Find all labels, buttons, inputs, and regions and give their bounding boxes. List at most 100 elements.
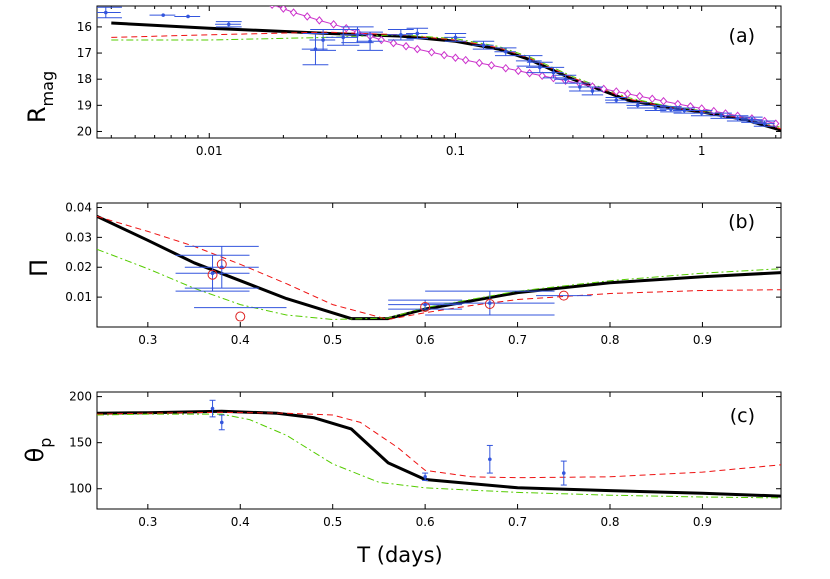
series-model-solid (97, 409, 781, 498)
x-tick-label: 0.8 (600, 515, 619, 529)
diamond-point (440, 50, 448, 60)
data-point (415, 31, 420, 36)
diamond-point (269, 6, 275, 9)
data-point (503, 49, 508, 54)
x-tick-label: 0.7 (508, 515, 527, 529)
series-diamond-line (274, 6, 776, 125)
y-tick-label: 100 (69, 482, 92, 496)
data-point (226, 22, 231, 27)
y-tick-label: 17 (77, 46, 92, 60)
y-tick-label: 20 (77, 124, 92, 138)
y-tick-label: 16 (77, 20, 92, 34)
diamond-point (502, 63, 510, 73)
x-tick-label: 0.3 (138, 515, 157, 529)
plot-frame (96, 5, 782, 139)
x-tick-label: 0.5 (323, 515, 342, 529)
diamond-point (451, 53, 460, 63)
data-point (161, 13, 165, 17)
data-point (103, 10, 108, 15)
diamond-point (623, 89, 632, 99)
diamond-point (402, 41, 410, 51)
series-model-dashed (97, 215, 781, 320)
data-point (563, 77, 568, 81)
data-point (653, 106, 658, 110)
data-point (669, 107, 673, 112)
plot-area (97, 399, 781, 499)
diamond-point (342, 23, 350, 33)
diamond-point (525, 68, 534, 78)
ylabel-panel-b: Π (25, 259, 53, 277)
x-tick-label: 0.6 (416, 515, 435, 529)
series-model-dashdot (97, 248, 781, 320)
x-tick-label: 0.01 (196, 144, 223, 158)
diamond-point (636, 91, 644, 101)
circle-marker (558, 290, 569, 301)
data-point (219, 265, 224, 270)
x-tick-label: 0.3 (138, 333, 157, 347)
data-point (488, 301, 492, 305)
circle-marker (484, 298, 495, 309)
diamond-point (461, 55, 470, 65)
data-point (453, 35, 458, 40)
diamond-point (377, 35, 386, 45)
data-point (321, 38, 325, 42)
plot-frame (96, 202, 782, 328)
panel-a: Rmag (a) 0.01 0.1 1 16 17 18 19 20 (23, 0, 782, 158)
diamond-point (389, 38, 398, 48)
data-point (210, 271, 215, 276)
diamond-point (612, 87, 620, 96)
data-point (682, 108, 687, 113)
diamond-point (413, 44, 421, 54)
data-point (355, 32, 360, 37)
diamond-point (659, 96, 668, 106)
x-tick-label: 0.4 (231, 333, 250, 347)
diamond-point (427, 47, 436, 57)
data-point (735, 116, 740, 121)
plot-area (97, 0, 781, 132)
data-point (719, 113, 723, 118)
data-point (551, 70, 556, 75)
diamond-point (303, 12, 311, 21)
x-tick-label: 0.9 (693, 333, 712, 347)
data-point (561, 471, 566, 475)
y-tick-label: 150 (69, 436, 92, 450)
data-point (590, 89, 595, 93)
diamond-point (257, 0, 263, 4)
series-model-solid (97, 215, 781, 321)
y-tick-label: 0.03 (65, 230, 92, 244)
series-model-dashed (111, 31, 781, 130)
circle-marker (420, 301, 431, 312)
ylabel-panel-c: θp (21, 438, 55, 463)
y-tick-label: 200 (69, 390, 92, 404)
diamond-point (475, 58, 483, 68)
data-point (186, 14, 190, 19)
x-tick-label: 0.4 (231, 515, 250, 529)
data-point (750, 117, 754, 122)
plot-frame (96, 391, 782, 510)
data-point (368, 39, 372, 44)
ylabel-panel-a: Rmag (23, 71, 57, 123)
x-tick-label: 0.6 (416, 333, 435, 347)
y-tick-label: 19 (77, 98, 92, 112)
x-tick-label: 1 (698, 144, 706, 158)
panel-b: Π (b) 0.3 0.4 0.5 0.6 0.7 0.8 0.9 0.01 0.02 0.03 0… (25, 200, 782, 347)
panel-tag-b: (b) (728, 211, 755, 233)
diamond-point (289, 8, 298, 17)
diamond-point (279, 6, 288, 13)
diamond-point (648, 94, 656, 104)
panel-tag-a: (a) (729, 25, 755, 47)
panel-tag-c: (c) (730, 405, 755, 427)
data-point (699, 111, 704, 115)
data-point (341, 35, 346, 40)
y-tick-label: 0.01 (65, 290, 92, 304)
data-point (635, 103, 640, 108)
data-point (423, 474, 427, 479)
x-axis-title: T (days) (356, 543, 442, 567)
x-tick-label: 0.7 (508, 333, 527, 347)
x-tick-label: 0.9 (693, 515, 712, 529)
panel-c: θp (c) T (days) 0.3 0.4 0.5 0.6 0.7 0.8 0.9 100… (21, 390, 782, 567)
diamond-point (487, 61, 496, 70)
diamond-point (772, 119, 780, 128)
circle-marker (216, 259, 227, 270)
y-tick-label: 0.04 (65, 200, 92, 214)
